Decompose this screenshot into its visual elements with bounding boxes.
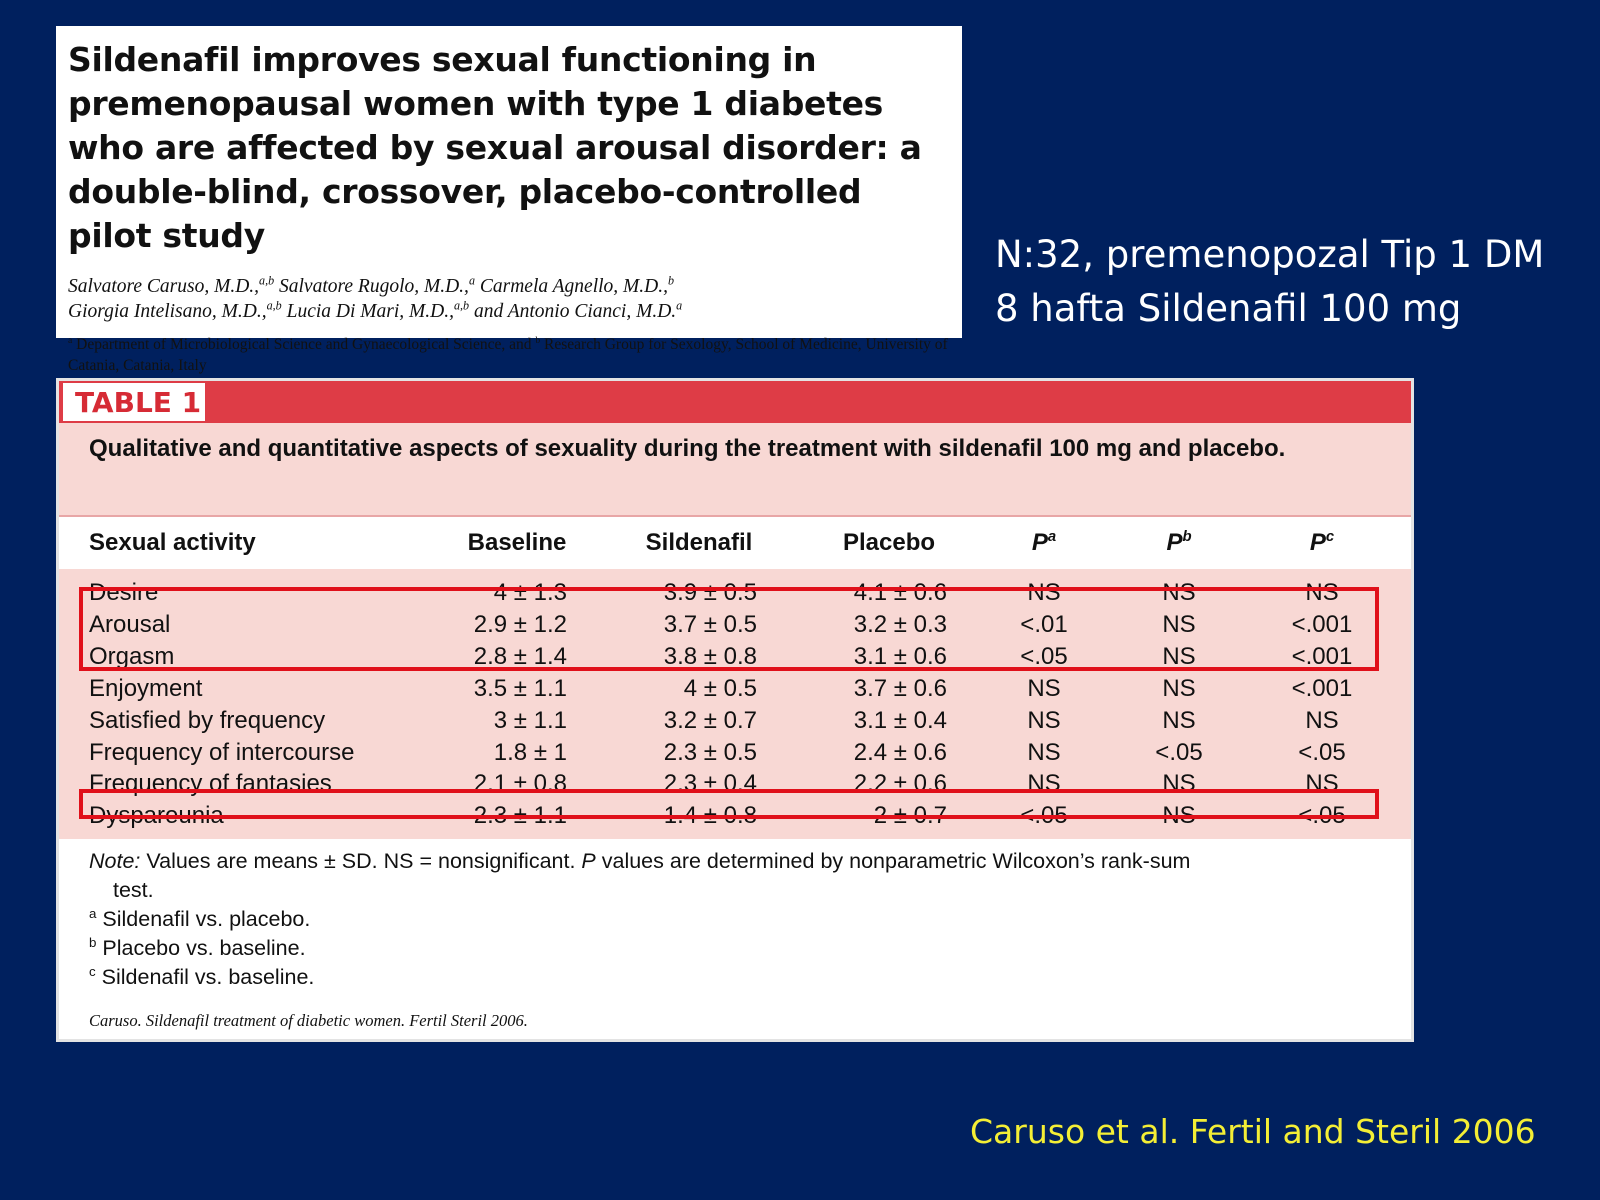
- article-title: Sildenafil improves sexual functioning i…: [68, 40, 922, 255]
- cell-pa: NS: [1027, 707, 1061, 734]
- cell-pc: <.001: [1291, 643, 1353, 670]
- cell-baseline: 1.8 ± 1: [493, 739, 567, 766]
- cell-placebo: 3.1 ± 0.4: [853, 707, 947, 734]
- header-p-a: Pa: [1031, 529, 1057, 556]
- cell-baseline: 3.5 ± 1.1: [473, 675, 567, 702]
- cell-placebo: 2.4 ± 0.6: [853, 739, 947, 766]
- table-label-bar: TABLE 1: [59, 381, 1411, 423]
- header-sildenafil: Sildenafil: [645, 529, 753, 556]
- table-source: Caruso. Sildenafil treatment of diabetic…: [89, 1011, 528, 1030]
- footnote-c: c Sildenafil vs. baseline.: [89, 963, 315, 989]
- cell-placebo: 3.7 ± 0.6: [853, 675, 947, 702]
- cell-pb: <.05: [1155, 739, 1203, 766]
- authors-line-1: Salvatore Caruso, M.D.,a,b Salvatore Rug…: [68, 273, 675, 297]
- cell-placebo: 3.1 ± 0.6: [853, 643, 947, 670]
- highlight-arousal-orgasm: [79, 587, 1379, 671]
- table-notes: Note: Values are means ± SD. NS = nonsig…: [89, 847, 1389, 992]
- cell-pb: NS: [1162, 675, 1196, 702]
- cell-pc: <.001: [1291, 611, 1353, 638]
- cell-pa: <.01: [1020, 611, 1068, 638]
- cell-pb: NS: [1162, 611, 1196, 638]
- cell-pa: NS: [1027, 675, 1061, 702]
- cell-sildenafil: 3.9 ± 0.5: [663, 579, 757, 606]
- study-summary-line-1: N:32, premenopozal Tip 1 DM: [995, 233, 1545, 276]
- citation: Caruso et al. Fertil and Steril 2006: [970, 1112, 1536, 1151]
- results-table: TABLE 1 Qualitative and quantitative asp…: [56, 378, 1414, 1042]
- article-affiliation: a Department of Microbiological Science …: [68, 334, 948, 374]
- footnote-a: a Sildenafil vs. placebo.: [89, 905, 311, 931]
- header-placebo: Placebo: [842, 529, 936, 556]
- cell-pc: <.05: [1298, 739, 1346, 766]
- header-baseline: Baseline: [467, 529, 567, 556]
- cell-sildenafil: 3.2 ± 0.7: [663, 707, 757, 734]
- cell-activity: Arousal: [89, 611, 171, 638]
- header-p-c: Pc: [1309, 529, 1335, 556]
- cell-baseline: 2.9 ± 1.2: [473, 611, 567, 638]
- cell-baseline: 3 ± 1.1: [493, 707, 567, 734]
- table-header-row: Sexual activity Baseline Sildenafil Plac…: [59, 515, 1411, 571]
- cell-activity: Satisfied by frequency: [89, 707, 326, 734]
- note-line-continued: test.: [113, 878, 154, 902]
- authors-line-2: Giorgia Intelisano, M.D.,a,b Lucia Di Ma…: [68, 298, 683, 322]
- cell-placebo: 3.2 ± 0.3: [853, 611, 947, 638]
- header-p-b: Pb: [1166, 529, 1192, 556]
- cell-pc: NS: [1305, 579, 1339, 606]
- cell-pa: NS: [1027, 739, 1061, 766]
- article-authors: Salvatore Caruso, M.D.,a,b Salvatore Rug…: [68, 274, 952, 324]
- cell-placebo: 4.1 ± 0.6: [853, 579, 947, 606]
- study-summary-line-2: 8 hafta Sildenafil 100 mg: [995, 287, 1462, 330]
- cell-pb: NS: [1162, 643, 1196, 670]
- cell-activity: Enjoyment: [89, 675, 203, 702]
- cell-baseline: 4 ± 1.3: [493, 579, 567, 606]
- cell-pb: NS: [1162, 579, 1196, 606]
- footnote-b: b Placebo vs. baseline.: [89, 934, 306, 960]
- article-header-card: Sildenafil improves sexual functioning i…: [56, 26, 962, 374]
- highlight-dyspareunia: [79, 789, 1379, 819]
- table-label: TABLE 1: [63, 383, 205, 421]
- table-caption: Qualitative and quantitative aspects of …: [89, 435, 1286, 462]
- cell-activity: Desire: [89, 579, 159, 606]
- header-sexual-activity: Sexual activity: [89, 529, 256, 556]
- table-caption-area: Qualitative and quantitative aspects of …: [59, 423, 1411, 515]
- cell-sildenafil: 2.3 ± 0.5: [663, 739, 757, 766]
- cell-activity: Orgasm: [89, 643, 175, 670]
- cell-sildenafil: 4 ± 0.5: [683, 675, 757, 702]
- study-summary: N:32, premenopozal Tip 1 DM 8 hafta Sild…: [995, 228, 1544, 336]
- cell-sildenafil: 3.8 ± 0.8: [663, 643, 757, 670]
- cell-pa: NS: [1027, 579, 1061, 606]
- note-line: Note: Values are means ± SD. NS = nonsig…: [89, 849, 1191, 873]
- cell-sildenafil: 3.7 ± 0.5: [663, 611, 757, 638]
- cell-activity: Frequency of intercourse: [89, 739, 355, 766]
- cell-baseline: 2.8 ± 1.4: [473, 643, 567, 670]
- cell-pa: <.05: [1020, 643, 1068, 670]
- cell-pc: <.001: [1291, 675, 1353, 702]
- cell-pc: NS: [1305, 707, 1339, 734]
- cell-pb: NS: [1162, 707, 1196, 734]
